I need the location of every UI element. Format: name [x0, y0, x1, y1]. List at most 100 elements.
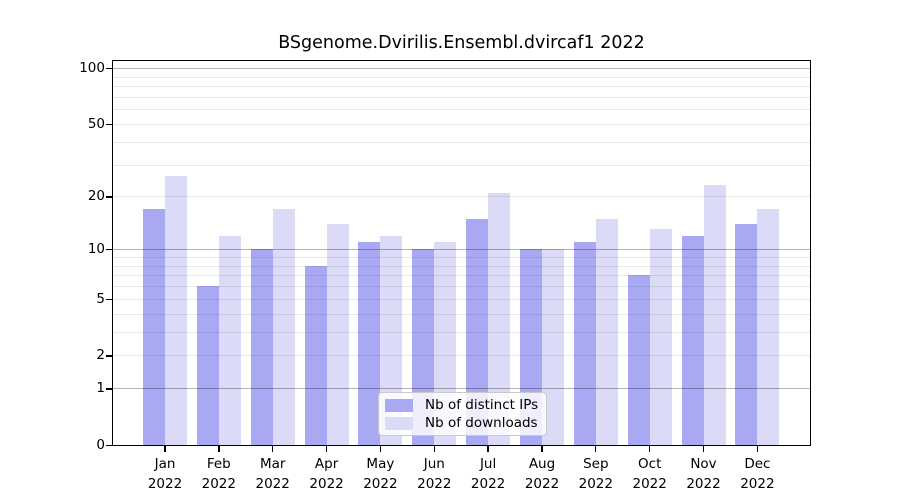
gridline-20 — [113, 196, 810, 198]
y-tick-20 — [106, 196, 113, 198]
legend-item-downloads: Nb of downloads — [385, 415, 540, 431]
gridline-40 — [113, 141, 810, 143]
y-tick-label-2: 2 — [96, 347, 105, 364]
gridline-90 — [113, 76, 810, 78]
gridline-3 — [113, 331, 810, 333]
y-tick-label-1: 1 — [96, 380, 105, 397]
x-label-feb: Feb 2022 — [187, 455, 251, 494]
x-label-year: 2022 — [147, 475, 183, 492]
gridline-6 — [113, 286, 810, 287]
x-label-oct: Oct 2022 — [618, 455, 682, 494]
x-label-year: 2022 — [363, 475, 398, 492]
bar-feb-downloads — [218, 235, 241, 445]
legend-label-downloads: Nb of downloads — [425, 415, 538, 431]
x-label-year: 2022 — [740, 475, 775, 492]
x-tick-apr — [325, 446, 328, 452]
legend-swatch-downloads — [385, 416, 413, 430]
x-label-year: 2022 — [524, 475, 560, 492]
y-tick-10 — [106, 249, 113, 251]
y-tick-50 — [106, 123, 113, 126]
bar-aug-downloads — [541, 249, 564, 445]
gridline-9 — [113, 256, 810, 258]
bar-mar-distinct-ips — [250, 249, 273, 445]
y-tick-1 — [106, 388, 113, 390]
x-tick-oct — [649, 446, 651, 452]
x-label-year: 2022 — [417, 475, 452, 492]
x-label-nov: Nov 2022 — [672, 455, 736, 494]
x-label-mar: Mar 2022 — [241, 455, 305, 494]
bar-may-distinct-ips — [358, 242, 381, 445]
y-tick-label-100: 100 — [79, 60, 105, 76]
x-label-month: Aug — [528, 456, 556, 472]
x-label-month: Dec — [744, 456, 771, 472]
x-label-month: Apr — [314, 456, 339, 472]
x-tick-mar — [272, 446, 274, 452]
legend-item-distinct-ips: Nb of distinct IPs — [385, 397, 540, 413]
x-tick-jul — [487, 446, 489, 452]
gridline-5 — [113, 298, 810, 300]
x-label-month: Nov — [690, 456, 717, 472]
legend-label-distinct-ips: Nb of distinct IPs — [425, 397, 539, 413]
bar-nov-downloads — [703, 185, 726, 445]
bar-apr-downloads — [326, 223, 349, 445]
gridline-30 — [113, 164, 810, 166]
plot-area — [113, 61, 810, 445]
gridline-70 — [113, 96, 810, 98]
x-label-jun: Jun 2022 — [402, 455, 466, 494]
gridline-50 — [113, 123, 810, 125]
bar-jul-distinct-ips — [466, 218, 489, 445]
x-label-month: Sep — [583, 456, 609, 472]
y-tick-label-10: 10 — [87, 241, 105, 258]
x-tick-jun — [433, 446, 435, 452]
bar-feb-distinct-ips — [196, 286, 219, 445]
y-tick-5 — [106, 298, 113, 300]
x-tick-aug — [541, 446, 543, 452]
bar-dec-downloads — [757, 208, 780, 445]
x-tick-may — [379, 446, 382, 452]
x-label-may: May 2022 — [348, 455, 412, 494]
legend-swatch-distinct-ips — [385, 398, 413, 412]
gridline-2 — [113, 355, 810, 357]
x-label-year: 2022 — [470, 475, 506, 492]
x-tick-nov — [702, 446, 705, 452]
chart-title: BSgenome.Dvirilis.Ensembl.dvircaf1 2022 — [278, 33, 645, 53]
bar-jul-downloads — [488, 192, 511, 445]
x-tick-dec — [756, 446, 758, 452]
x-label-month: Mar — [259, 456, 286, 472]
x-label-year: 2022 — [578, 475, 613, 492]
x-label-year: 2022 — [686, 475, 721, 492]
bar-jan-downloads — [165, 175, 187, 445]
x-label-jan: Jan 2022 — [133, 455, 197, 494]
gridline-8 — [113, 265, 810, 267]
x-label-month: Jun — [423, 456, 445, 472]
y-tick-0 — [106, 445, 113, 447]
x-label-year: 2022 — [309, 475, 344, 492]
x-label-dec: Dec 2022 — [725, 455, 789, 494]
x-label-sep: Sep 2022 — [564, 455, 628, 494]
gridline-1 — [113, 388, 810, 390]
x-label-apr: Apr 2022 — [295, 455, 359, 494]
x-label-month: Jan — [154, 456, 176, 472]
y-tick-100 — [106, 68, 113, 70]
x-label-year: 2022 — [255, 475, 290, 492]
y-tick-2 — [106, 355, 113, 357]
gridline-60 — [113, 109, 810, 111]
bar-oct-downloads — [649, 229, 672, 445]
gridline-10 — [113, 249, 810, 251]
bar-sep-distinct-ips — [573, 242, 596, 445]
gridline-7 — [113, 275, 810, 277]
gridline-80 — [113, 86, 810, 87]
y-tick-label-50: 50 — [87, 115, 105, 132]
x-label-month: Jul — [479, 456, 497, 472]
x-label-year: 2022 — [632, 475, 667, 492]
legend: Nb of distinct IPs Nb of downloads — [378, 392, 547, 436]
y-tick-label-20: 20 — [87, 188, 105, 205]
x-tick-feb — [218, 446, 220, 452]
gridline-4 — [113, 313, 810, 315]
x-label-month: Feb — [206, 456, 231, 472]
x-label-month: May — [366, 456, 395, 472]
bar-jan-distinct-ips — [143, 208, 165, 445]
bar-oct-distinct-ips — [627, 275, 650, 445]
x-label-month: Oct — [638, 456, 662, 472]
bar-nov-distinct-ips — [681, 235, 704, 445]
